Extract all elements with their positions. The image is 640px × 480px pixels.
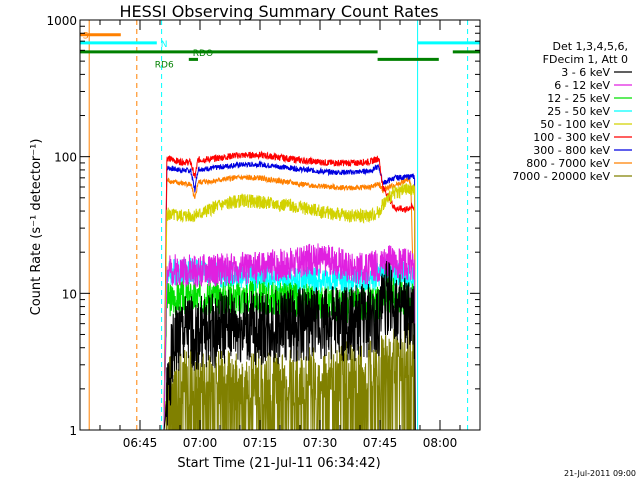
x-tick-label: 07:30 — [303, 436, 338, 450]
y-tick-label: 10 — [62, 287, 77, 301]
series-line-7000-20000-kev — [163, 318, 416, 430]
footer-date: 21-Jul-2011 09:00 — [564, 469, 636, 478]
axes: 1 10 100 1000 06:45 07:00 07:15 07:30 07:45 08:00 — [46, 14, 481, 450]
y-tick-label: 1000 — [46, 14, 77, 28]
series-line-300-800-kev — [163, 160, 416, 430]
legend-label-25-50-kev: 25 - 50 keV — [547, 105, 610, 118]
legend-label-12-25-kev: 12 - 25 keV — [547, 92, 610, 105]
legend-label-3-6-kev: 3 - 6 keV — [561, 66, 610, 79]
legend-label-100-300-kev: 100 - 300 keV — [533, 131, 610, 144]
series-line-6-12-kev — [163, 243, 416, 430]
state-label-n: N — [161, 40, 168, 50]
legend: Det 1,3,4,5,6,FDecim 1, Att 03 - 6 keV6 … — [512, 40, 632, 183]
series-line-100-300-kev — [163, 150, 416, 430]
y-tick-label: 100 — [54, 151, 77, 165]
x-axis-label: Start Time (21-Jul-11 06:34:42) — [177, 456, 380, 471]
legend-label-800-7000-kev: 800 - 7000 keV — [526, 157, 610, 170]
legend-label-300-800-kev: 300 - 800 keV — [533, 144, 610, 157]
series-line-3-6-kev — [163, 261, 416, 430]
state-label-s: S — [83, 32, 89, 42]
y-tick-label: 1 — [69, 424, 77, 438]
state-label-rd6: RD6 — [155, 61, 174, 71]
state-label-rdo: RDO — [193, 49, 213, 59]
x-tick-label: 08:00 — [423, 436, 458, 450]
x-tick-label: 06:45 — [123, 436, 158, 450]
legend-header-0: Det 1,3,4,5,6, — [552, 40, 628, 53]
legend-label-50-100-kev: 50 - 100 keV — [540, 118, 610, 131]
y-axis-label: Count Rate (s⁻¹ detector⁻¹) — [29, 139, 44, 316]
x-tick-label: 07:15 — [243, 436, 278, 450]
legend-label-7000-20000-kev: 7000 - 20000 keV — [512, 170, 610, 183]
plot-area: S N RDO RD6 — [80, 20, 480, 430]
plot-frame — [79, 19, 481, 431]
plot-content — [80, 20, 480, 430]
series-line-50-100-kev — [163, 183, 416, 430]
x-tick-label: 07:00 — [183, 436, 218, 450]
legend-label-6-12-kev: 6 - 12 keV — [554, 79, 610, 92]
legend-header-1: FDecim 1, Att 0 — [543, 53, 628, 66]
chart-title: HESSI Observing Summary Count Rates — [119, 2, 438, 21]
series-line-800-7000-kev — [163, 173, 416, 430]
x-tick-label: 07:45 — [363, 436, 398, 450]
